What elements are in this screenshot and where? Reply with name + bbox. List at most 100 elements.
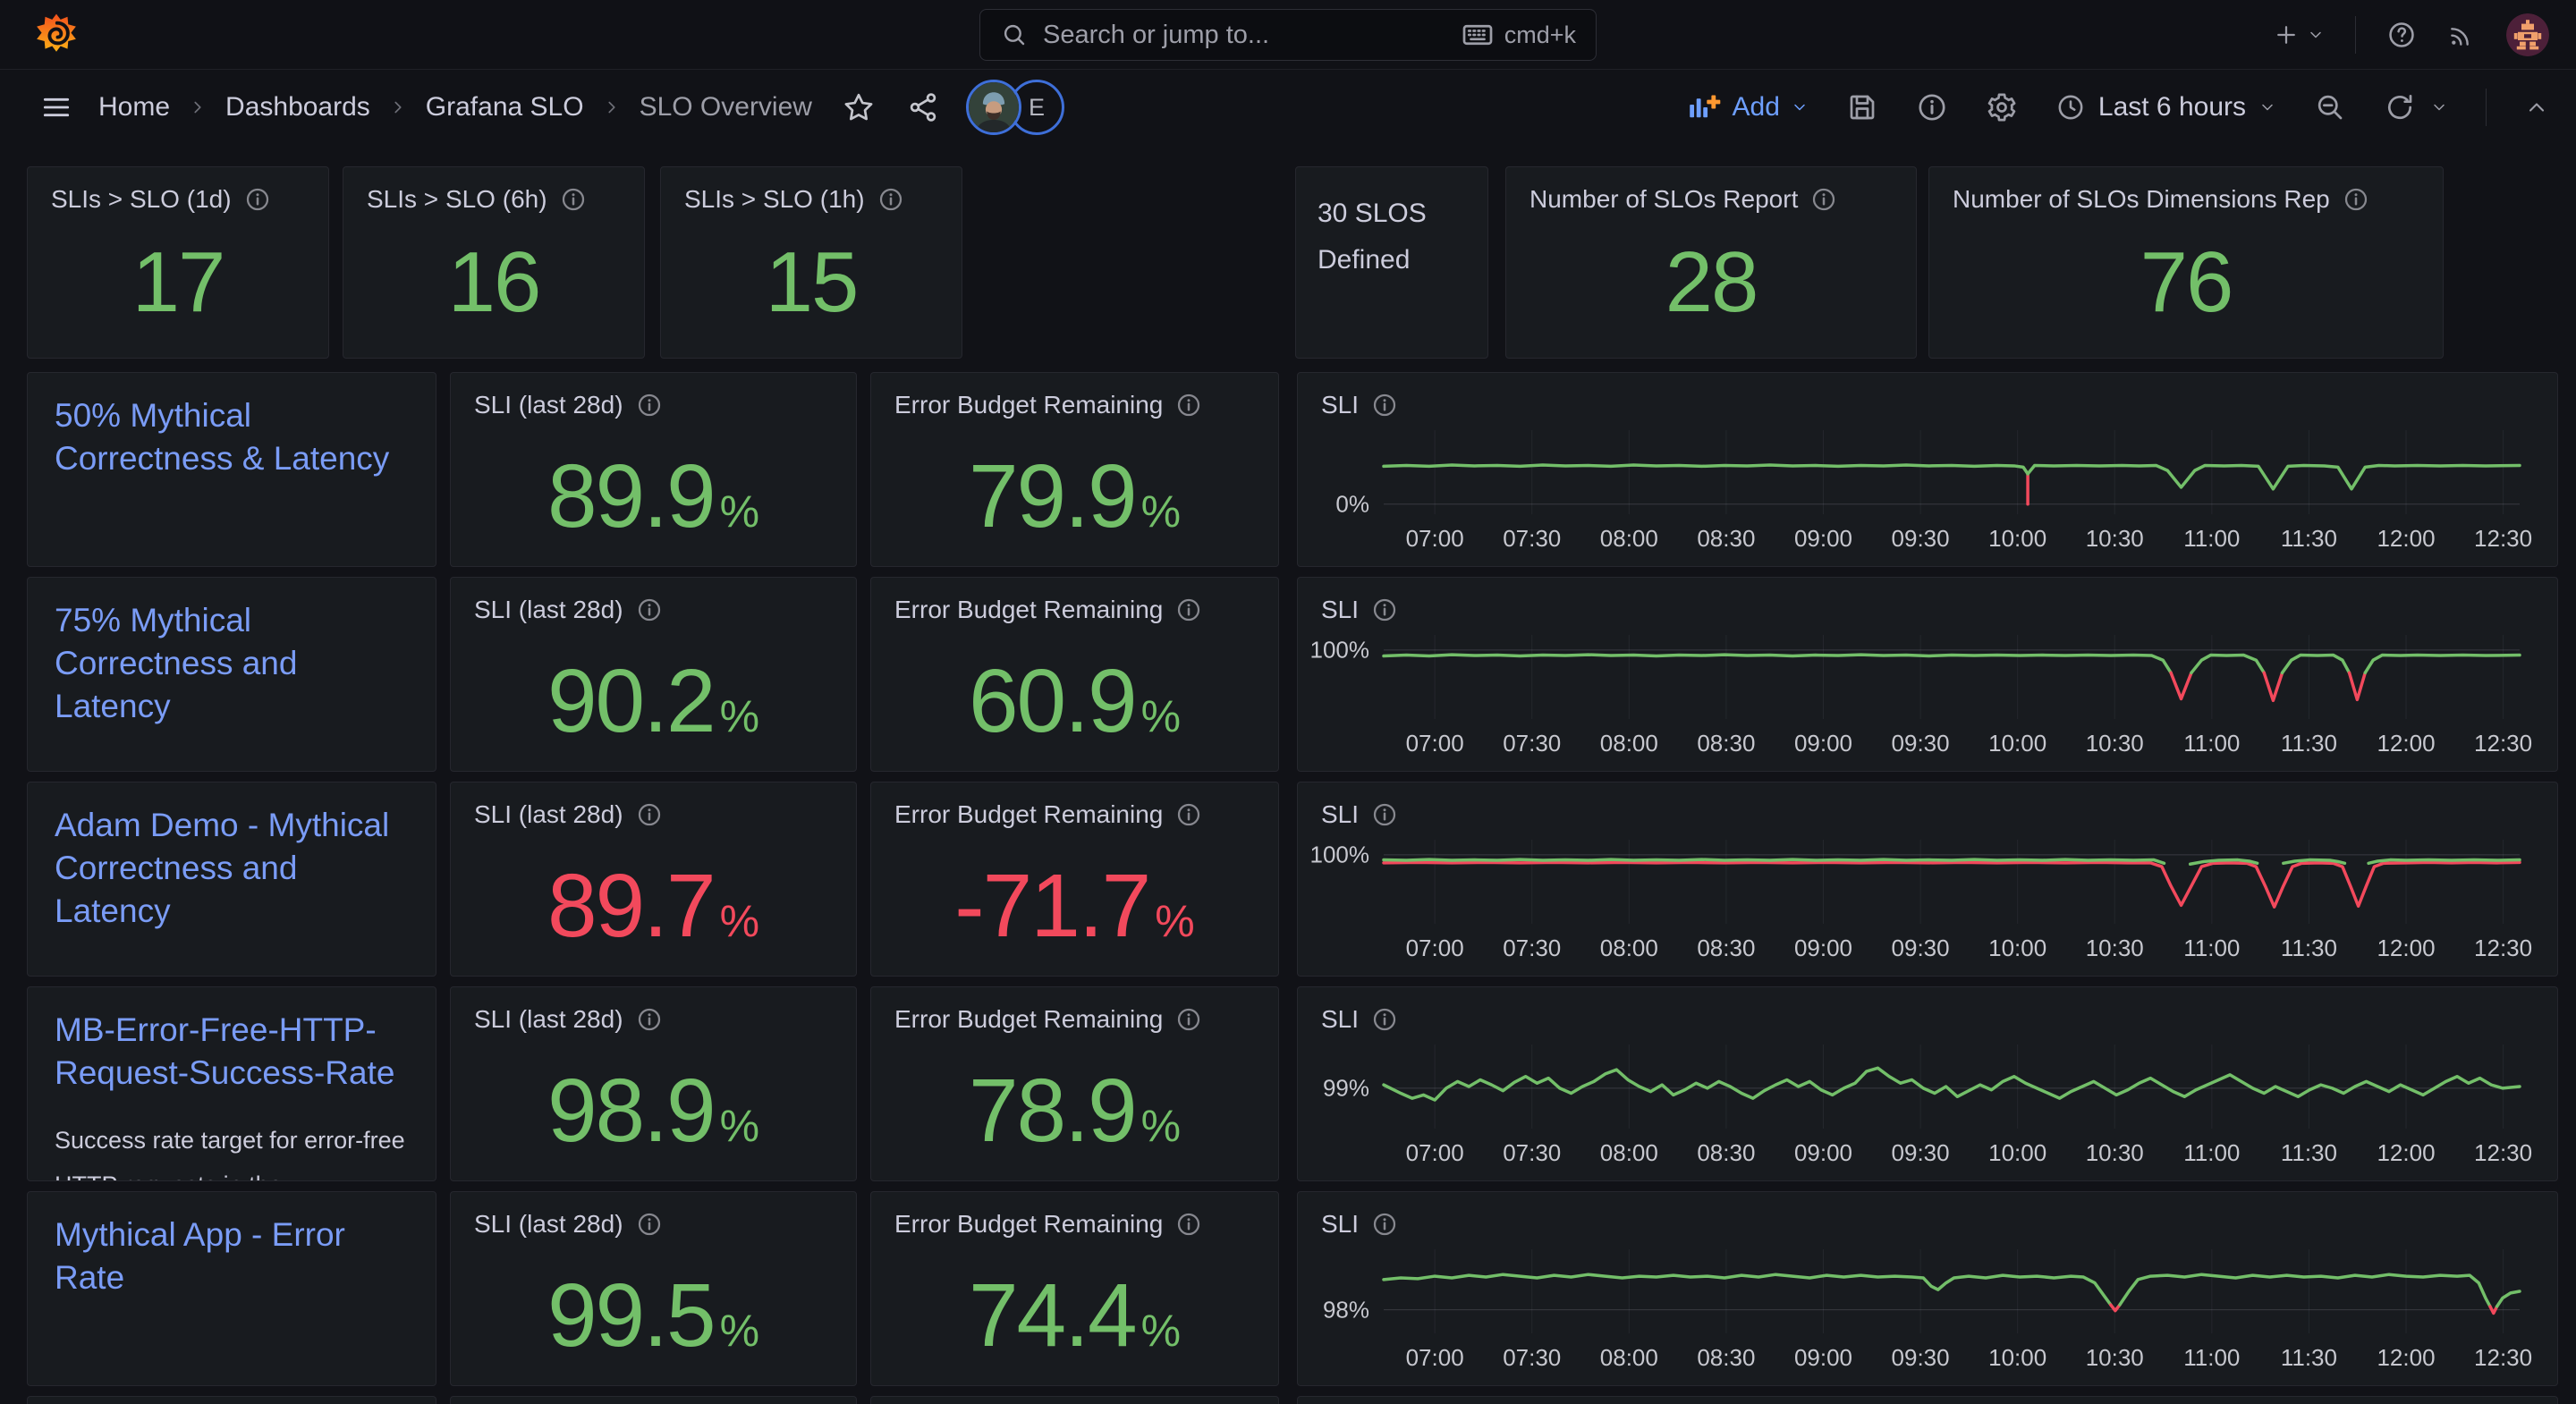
x-tick-label: 09:30 bbox=[1891, 525, 1950, 552]
error-budget-value: 74.4 bbox=[968, 1264, 1138, 1366]
percent-suffix: % bbox=[1140, 1100, 1182, 1151]
dashboard-info-button[interactable] bbox=[1916, 91, 1948, 123]
dashboard-quick-actions bbox=[843, 91, 939, 123]
info-icon[interactable] bbox=[2343, 186, 2369, 213]
x-tick-label: 09:30 bbox=[1891, 935, 1950, 961]
x-tick-label: 11:00 bbox=[2183, 730, 2241, 757]
slo-row: MB-Error-Free-HTTP-Request-Success-Rate … bbox=[18, 986, 2558, 1181]
info-icon[interactable] bbox=[1371, 596, 1398, 623]
breadcrumb-dashboards[interactable]: Dashboards bbox=[225, 92, 370, 122]
sli-stat-panel: SLI (last 28d) 98.9% bbox=[450, 986, 857, 1181]
x-tick-label: 11:30 bbox=[2280, 1139, 2337, 1166]
dashboard-settings-button[interactable] bbox=[1986, 91, 2018, 123]
info-icon[interactable] bbox=[636, 1211, 663, 1238]
chevron-right-icon bbox=[388, 97, 408, 117]
slo-name-panel: MB-Error-Free-HTTP-Request-Success-Rate … bbox=[27, 986, 436, 1181]
text-panel-slos-defined: 30 SLOS Defined bbox=[1295, 166, 1488, 359]
sli-chart-panel: SLI 98% 07:00 07:30 08:00 08:30 09:00 09:30 10… bbox=[1297, 1191, 2558, 1386]
user-avatar[interactable] bbox=[2506, 13, 2549, 56]
breadcrumb-folder[interactable]: Grafana SLO bbox=[425, 92, 584, 122]
info-icon[interactable] bbox=[244, 186, 271, 213]
new-menu-button[interactable] bbox=[2273, 21, 2325, 48]
info-icon[interactable] bbox=[636, 596, 663, 623]
x-tick-label: 12:30 bbox=[2474, 730, 2533, 757]
news-button[interactable] bbox=[2447, 21, 2476, 49]
slo-link[interactable]: Mythical App - Error Rate bbox=[55, 1216, 345, 1296]
add-panel-button[interactable]: Add bbox=[1686, 91, 1809, 123]
sli-value: 98.9 bbox=[547, 1060, 716, 1161]
slo-link[interactable]: Adam Demo - Mythical Correctness and Lat… bbox=[55, 807, 390, 929]
slo-description bbox=[28, 728, 436, 751]
panel-title: SLI (last 28d) bbox=[474, 391, 623, 419]
sli-value: 89.9 bbox=[547, 445, 716, 546]
info-icon[interactable] bbox=[636, 801, 663, 828]
panel-title: Error Budget Remaining bbox=[894, 596, 1164, 623]
viewer-avatar-photo[interactable] bbox=[965, 80, 1021, 135]
stat-panel-slis-slo-6h: SLIs > SLO (6h) 16 bbox=[343, 166, 645, 359]
stat-panel-slos-reporting: Number of SLOs Report 28 bbox=[1505, 166, 1917, 359]
x-tick-label: 08:00 bbox=[1599, 935, 1658, 961]
panel-title: Error Budget Remaining bbox=[894, 1005, 1164, 1033]
x-tick-label: 11:30 bbox=[2280, 935, 2337, 961]
info-icon[interactable] bbox=[1175, 1211, 1202, 1238]
menu-toggle-button[interactable] bbox=[39, 90, 73, 124]
error-budget-panel: Error Budget Remaining 60.9% bbox=[870, 577, 1279, 772]
help-icon bbox=[2386, 20, 2417, 50]
topbar-actions bbox=[2273, 13, 2549, 56]
time-series-plot[interactable]: 100% 07:00 07:30 08:00 08:30 09:00 09:30 10:00… bbox=[1310, 840, 2520, 961]
info-icon[interactable] bbox=[1810, 186, 1837, 213]
panel-title: SLI bbox=[1321, 1005, 1360, 1033]
info-icon[interactable] bbox=[1371, 1211, 1398, 1238]
info-icon[interactable] bbox=[1371, 801, 1398, 828]
info-icon[interactable] bbox=[560, 186, 587, 213]
info-icon[interactable] bbox=[1175, 596, 1202, 623]
refresh-button[interactable] bbox=[2384, 91, 2416, 123]
info-icon[interactable] bbox=[636, 1006, 663, 1033]
info-icon[interactable] bbox=[1175, 392, 1202, 419]
search-input[interactable]: Search or jump to... cmd+k bbox=[979, 9, 1597, 61]
zoom-out-time-button[interactable] bbox=[2314, 91, 2346, 123]
time-series-plot[interactable]: 100% 07:00 07:30 08:00 08:30 09:00 09:30 10:00… bbox=[1310, 635, 2520, 757]
refresh-interval-dropdown[interactable] bbox=[2430, 98, 2448, 116]
panel-title: Error Budget Remaining bbox=[894, 800, 1164, 828]
slos-defined-text: 30 SLOS Defined bbox=[1318, 199, 1427, 275]
time-range-label: Last 6 hours bbox=[2097, 92, 2246, 122]
add-panel-icon bbox=[1686, 91, 1722, 123]
time-series-plot[interactable]: 99% 07:00 07:30 08:00 08:30 09:00 09:30 10:00 1… bbox=[1323, 1045, 2520, 1166]
favorite-star-button[interactable] bbox=[843, 91, 875, 123]
share-button[interactable] bbox=[907, 91, 939, 123]
slo-link[interactable]: 75% Mythical Correctness and Latency bbox=[55, 602, 298, 724]
panel-title: SLIs > SLO (6h) bbox=[367, 185, 547, 213]
shortcut-label: cmd+k bbox=[1504, 21, 1576, 48]
time-series-plot[interactable]: 0% 07:00 07:30 08:00 08:30 09:00 09:30 10:00 10… bbox=[1335, 430, 2520, 552]
grafana-logo[interactable] bbox=[34, 11, 79, 59]
x-tick-label: 10:30 bbox=[2085, 935, 2144, 961]
info-icon[interactable] bbox=[1175, 801, 1202, 828]
search-shortcut: cmd+k bbox=[1462, 21, 1576, 49]
collapse-toolbar-button[interactable] bbox=[2524, 95, 2549, 120]
info-icon[interactable] bbox=[877, 186, 904, 213]
x-tick-label: 12:30 bbox=[2474, 1344, 2533, 1371]
save-dashboard-button[interactable] bbox=[1846, 91, 1878, 123]
x-tick-label: 10:30 bbox=[2085, 525, 2144, 552]
chevron-down-icon bbox=[2307, 26, 2325, 44]
help-button[interactable] bbox=[2386, 20, 2417, 50]
time-range-picker[interactable]: Last 6 hours bbox=[2055, 92, 2276, 123]
time-series-plot[interactable]: 98% 07:00 07:30 08:00 08:30 09:00 09:30 10:00 1… bbox=[1323, 1249, 2520, 1371]
slo-link[interactable]: MB-Error-Free-HTTP-Request-Success-Rate bbox=[55, 1011, 395, 1091]
x-tick-label: 12:00 bbox=[2377, 1344, 2436, 1371]
sli-stat-panel: SLI (last 28d) 89.9% bbox=[450, 372, 857, 567]
info-icon[interactable] bbox=[1175, 1006, 1202, 1033]
breadcrumb-home[interactable]: Home bbox=[98, 92, 171, 122]
info-icon[interactable] bbox=[636, 392, 663, 419]
stat-value: 16 bbox=[447, 233, 542, 330]
x-tick-label: 07:00 bbox=[1405, 730, 1464, 757]
avatar-initial: E bbox=[1028, 93, 1045, 121]
slo-link[interactable]: 50% Mythical Correctness & Latency bbox=[55, 397, 390, 477]
sli-value: 90.2 bbox=[547, 650, 716, 751]
info-icon[interactable] bbox=[1371, 392, 1398, 419]
panel-title: Number of SLOs Dimensions Rep bbox=[1953, 185, 2330, 213]
info-icon[interactable] bbox=[1371, 1006, 1398, 1033]
x-tick-label: 08:00 bbox=[1599, 730, 1658, 757]
slo-row: 75% Mythical Correctness and Latency SLI… bbox=[18, 577, 2558, 772]
